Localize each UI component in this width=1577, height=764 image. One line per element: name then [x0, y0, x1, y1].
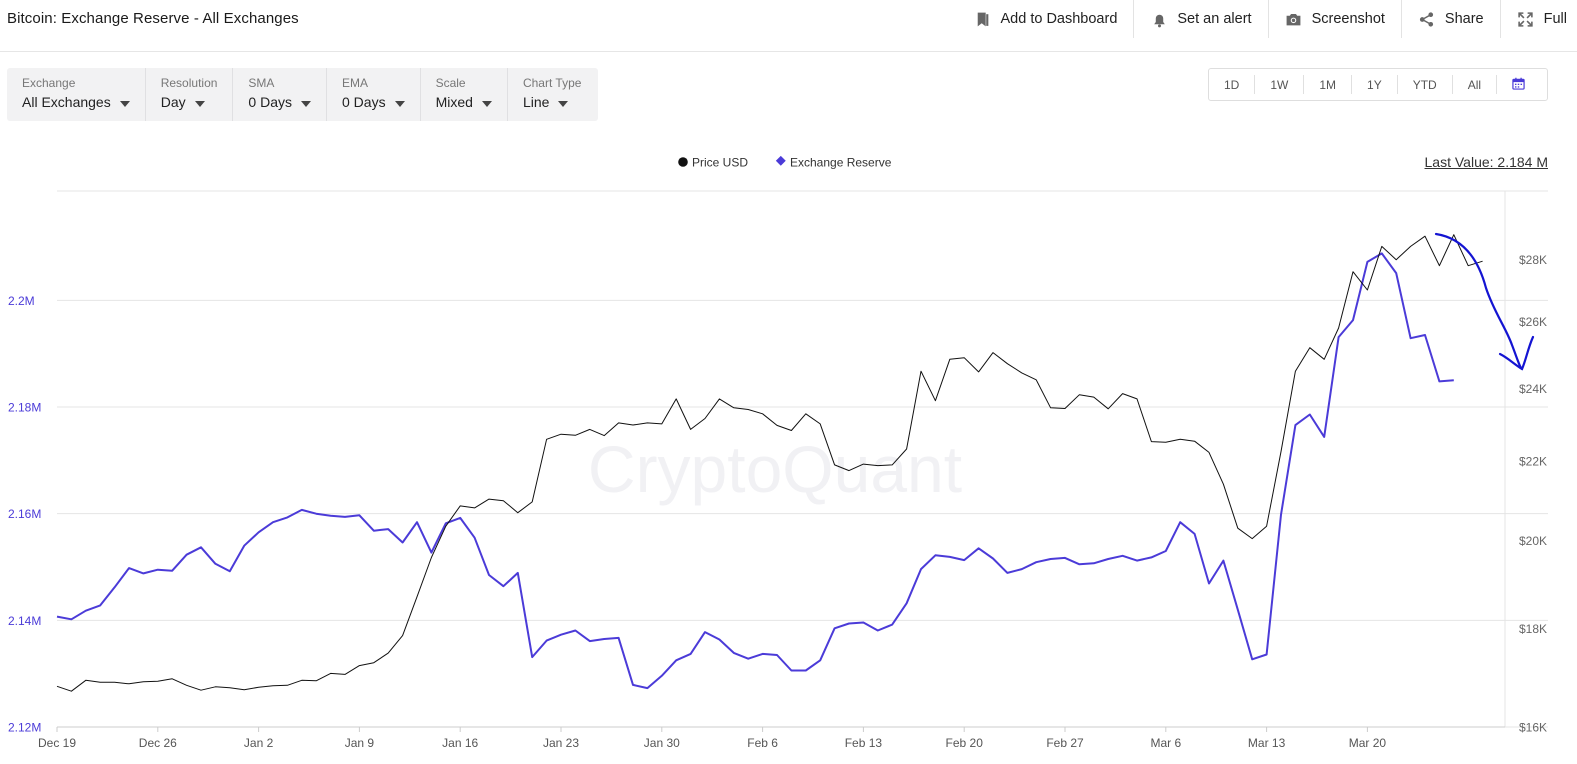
calendar-icon: [1512, 77, 1525, 93]
set-alert-button[interactable]: Set an alert: [1134, 0, 1269, 38]
legend-reserve-marker: [775, 155, 786, 166]
share-icon: [1418, 10, 1436, 28]
x-axis-tick-label: Mar 20: [1349, 736, 1387, 750]
x-axis-tick-label: Jan 9: [345, 736, 375, 750]
range-1m-button[interactable]: 1M: [1304, 75, 1353, 94]
series: [56, 234, 1483, 692]
x-axis-tick-label: Jan 2: [244, 736, 274, 750]
legend-reserve-label[interactable]: Exchange Reserve: [790, 156, 892, 170]
caret-down-icon: [394, 100, 405, 107]
resolution-select[interactable]: Resolution Day: [146, 68, 234, 121]
sma-select-value: 0 Days: [248, 94, 292, 110]
exchange-select-label: Exchange: [22, 76, 76, 90]
x-axis: Dec 19 Dec 26 Jan 2 Jan 9 Jan 16 Jan 23 Jan 30…: [38, 726, 1505, 750]
screenshot-button[interactable]: Screenshot: [1269, 0, 1402, 38]
right-axis-tick-label: $22K: [1519, 455, 1547, 469]
resolution-select-value: Day: [160, 94, 186, 110]
set-alert-label: Set an alert: [1177, 11, 1252, 27]
chart-controls: Exchange All Exchanges Resolution Day SM…: [7, 68, 598, 121]
resolution-select-label: Resolution: [160, 76, 218, 90]
date-range-picker-button[interactable]: [1497, 75, 1540, 94]
legend-price-marker: [678, 157, 688, 167]
caret-down-icon: [194, 100, 205, 107]
exchange-select-value: All Exchanges: [22, 94, 111, 110]
ema-select[interactable]: EMA 0 Days: [327, 68, 421, 121]
exchange-reserve-line: [56, 252, 1454, 690]
chart-type-select[interactable]: Chart Type Line: [508, 68, 596, 121]
share-button[interactable]: Share: [1402, 0, 1501, 38]
right-axis-tick-label: $28K: [1519, 253, 1547, 267]
caret-down-icon: [301, 100, 311, 107]
bookmark-icon: [974, 10, 992, 28]
right-axis-tick-label: $16K: [1519, 721, 1547, 735]
add-to-dashboard-label: Add to Dashboard: [1000, 11, 1118, 27]
bell-icon: [1150, 10, 1168, 28]
left-axis-tick-label: 2.16M: [8, 507, 41, 521]
page-title: Bitcoin: Exchange Reserve - All Exchange…: [7, 10, 299, 27]
left-axis-tick-label: 2.12M: [8, 721, 41, 735]
scale-select-value: Mixed: [435, 94, 473, 110]
x-axis-tick-label: Feb 27: [1046, 736, 1084, 750]
ema-select-value: 0 Days: [342, 94, 386, 110]
x-axis-tick-label: Jan 16: [442, 736, 478, 750]
legend: Price USD Exchange Reserve: [678, 156, 892, 170]
scale-select-label: Scale: [435, 76, 466, 90]
left-axis-tick-label: 2.14M: [8, 614, 41, 628]
x-axis-tick-label: Feb 13: [845, 736, 883, 750]
range-1d-button[interactable]: 1D: [1209, 75, 1256, 94]
annotation-arrow-head: [1498, 352, 1524, 371]
add-to-dashboard-button[interactable]: Add to Dashboard: [958, 0, 1135, 38]
x-axis-tick-label: Jan 30: [644, 736, 680, 750]
right-axis-tick-label: $20K: [1519, 534, 1547, 548]
last-value-link[interactable]: Last Value: 2.184 M: [1424, 154, 1548, 170]
caret-down-icon: [558, 100, 569, 107]
x-axis-tick-label: Jan 23: [543, 736, 579, 750]
watermark-text: CryptoQuant: [588, 432, 962, 506]
caret-down-icon: [119, 100, 130, 107]
fullscreen-icon: [1517, 10, 1535, 28]
annotation-arrow-path: [1434, 232, 1535, 371]
legend-price-label[interactable]: Price USD: [692, 156, 748, 170]
camera-icon: [1285, 10, 1303, 28]
caret-down-icon: [481, 100, 492, 107]
left-axis: 2.12M 2.14M 2.16M 2.18M 2.2M: [8, 294, 41, 735]
exchange-select[interactable]: Exchange All Exchanges: [7, 68, 146, 121]
left-axis-tick-label: 2.18M: [8, 401, 41, 415]
x-axis-tick-label: Mar 13: [1248, 736, 1286, 750]
right-axis-tick-label: $18K: [1519, 622, 1547, 636]
x-axis-tick-label: Dec 19: [38, 736, 76, 750]
x-axis-tick-label: Dec 26: [139, 736, 177, 750]
range-all-button[interactable]: All: [1453, 75, 1498, 94]
price-usd-line: [56, 234, 1483, 692]
x-axis-tick-label: Feb 20: [946, 736, 984, 750]
range-1y-button[interactable]: 1Y: [1352, 75, 1398, 94]
right-axis: $16K $18K $20K $22K $24K $26K $28K: [1504, 191, 1547, 735]
sma-select-label: SMA: [248, 76, 275, 90]
chart-type-select-label: Chart Type: [522, 76, 582, 90]
x-axis-tick-label: Mar 6: [1150, 736, 1181, 750]
hand-drawn-annotation: [1434, 232, 1535, 371]
fullscreen-button[interactable]: Full: [1501, 0, 1577, 38]
time-range-selector: 1D 1W 1M 1Y YTD All: [1208, 68, 1548, 101]
header-bar: Bitcoin: Exchange Reserve - All Exchange…: [0, 0, 1577, 52]
x-axis-tick-label: Feb 6: [747, 736, 778, 750]
screenshot-label: Screenshot: [1311, 11, 1385, 27]
fullscreen-label: Full: [1543, 11, 1567, 27]
sma-select[interactable]: SMA 0 Days: [233, 68, 327, 121]
right-axis-tick-label: $24K: [1519, 382, 1547, 396]
range-1w-button[interactable]: 1W: [1255, 75, 1305, 94]
range-ytd-button[interactable]: YTD: [1398, 75, 1453, 94]
left-axis-tick-label: 2.2M: [8, 294, 35, 308]
scale-select[interactable]: Scale Mixed: [421, 68, 508, 121]
header-actions: Add to Dashboard Set an alert Screenshot…: [958, 0, 1577, 38]
share-label: Share: [1444, 11, 1484, 27]
chart-type-select-value: Line: [522, 94, 550, 110]
chart-area: CryptoQuant 2.12M 2.14M 2.16M 2.18M 2.2M $16…: [8, 156, 1548, 750]
ema-select-label: EMA: [342, 76, 369, 90]
right-axis-tick-label: $26K: [1519, 315, 1547, 329]
